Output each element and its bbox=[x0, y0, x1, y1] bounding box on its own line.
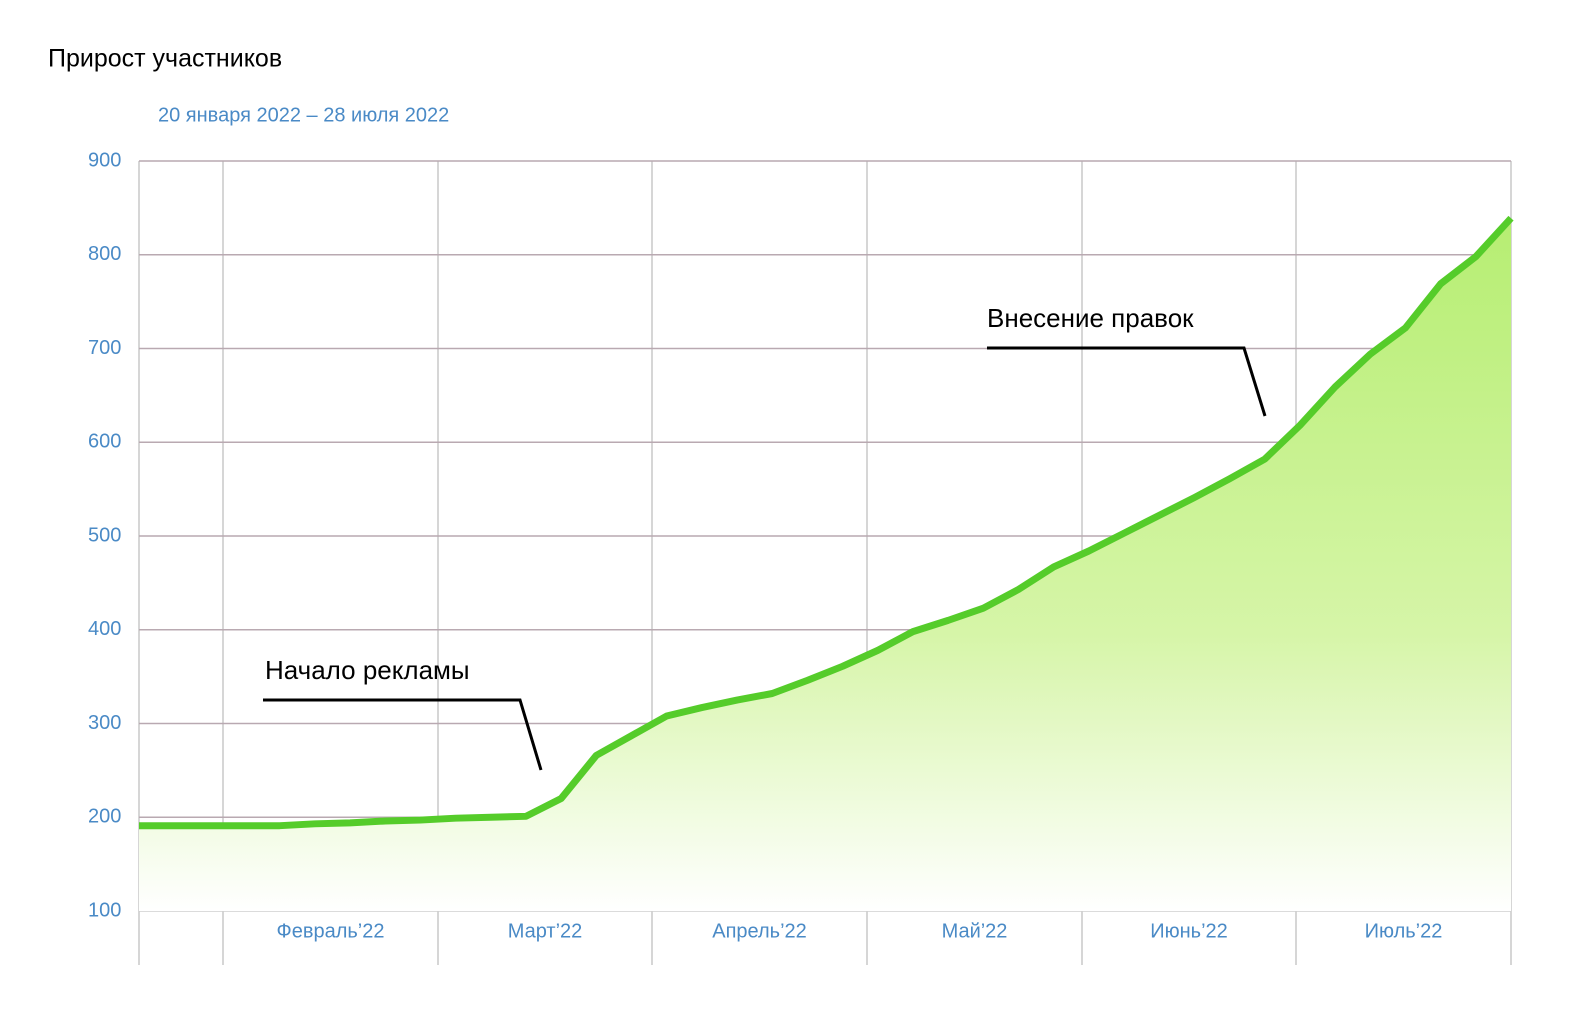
x-tick-label: Май’22 bbox=[942, 920, 1008, 942]
y-tick-label: 700 bbox=[88, 337, 121, 359]
annotation: Внесение правок bbox=[987, 303, 1194, 333]
annotation-leader bbox=[987, 346, 1267, 417]
area-fill bbox=[139, 218, 1511, 911]
annotation-leader bbox=[263, 698, 543, 771]
x-tick-label: Июль’22 bbox=[1365, 920, 1443, 942]
y-tick-label: 200 bbox=[88, 806, 121, 828]
y-tick-label: 100 bbox=[88, 899, 121, 921]
y-tick-label: 600 bbox=[88, 431, 121, 453]
annotation: Начало рекламы bbox=[265, 655, 470, 685]
y-tick-label: 900 bbox=[88, 149, 121, 171]
x-tick-label: Март’22 bbox=[508, 920, 583, 942]
chart-title: Прирост участников bbox=[48, 45, 282, 73]
y-tick-label: 800 bbox=[88, 243, 121, 265]
line bbox=[139, 215, 1514, 830]
x-tick-label: Июнь’22 bbox=[1150, 920, 1228, 942]
y-tick-label: 500 bbox=[88, 524, 121, 546]
x-tick-label: Февраль’22 bbox=[277, 920, 385, 942]
chart-subtitle: 20 января 2022 – 28 июля 2022 bbox=[158, 104, 449, 126]
y-tick-label: 300 bbox=[88, 712, 121, 734]
x-tick-label: Апрель’22 bbox=[712, 920, 807, 942]
y-tick-label: 400 bbox=[88, 618, 121, 640]
